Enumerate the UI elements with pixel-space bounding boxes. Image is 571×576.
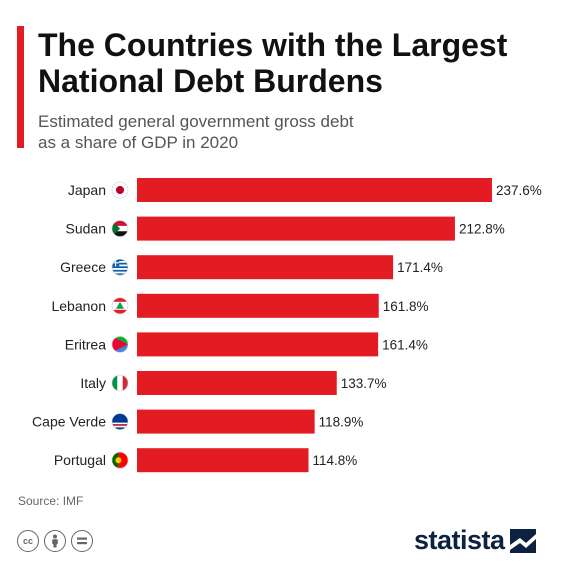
value-label: 171.4% bbox=[397, 260, 443, 275]
person-icon bbox=[52, 534, 58, 548]
bar-row: Cape Verde 118.9% bbox=[32, 409, 364, 434]
category-label: Eritrea bbox=[65, 336, 106, 352]
bar-row: Japan 237.6% bbox=[68, 178, 542, 202]
chart-title: The Countries with the Largest National … bbox=[38, 27, 507, 99]
chart-subtitle-line-2: as a share of GDP in 2020 bbox=[38, 133, 239, 152]
source-note: Source: IMF bbox=[18, 494, 84, 508]
bar bbox=[137, 255, 394, 280]
value-label: 114.8% bbox=[313, 453, 358, 468]
portugal-flag-icon bbox=[111, 451, 129, 469]
value-label: 118.9% bbox=[319, 415, 364, 430]
cape-verde-flag-icon bbox=[111, 413, 129, 430]
cc-icon: cc bbox=[17, 530, 39, 552]
statista-mark-icon bbox=[509, 528, 536, 553]
category-label: Italy bbox=[80, 375, 106, 391]
sudan-flag-icon bbox=[111, 220, 129, 237]
chart-subtitle: Estimated general government gross debt … bbox=[38, 111, 354, 153]
bar bbox=[137, 409, 315, 434]
bar-row: Italy 133.7% bbox=[80, 371, 387, 395]
bar bbox=[137, 293, 379, 318]
license-icons: cc bbox=[17, 530, 93, 552]
category-label: Japan bbox=[68, 182, 106, 198]
lebanon-flag-icon bbox=[111, 297, 129, 315]
bar bbox=[137, 178, 492, 202]
bar-row: Greece 171.4% bbox=[60, 255, 443, 280]
italy-flag-icon bbox=[111, 374, 129, 392]
chart-subtitle-line-1: Estimated general government gross debt bbox=[38, 112, 354, 131]
value-label: 161.8% bbox=[383, 299, 429, 314]
value-label: 133.7% bbox=[341, 376, 387, 391]
bar-row: Sudan 212.8% bbox=[66, 216, 505, 241]
equals-icon bbox=[77, 537, 87, 545]
accent-bar bbox=[17, 26, 24, 148]
bar-row: Portugal 114.8% bbox=[54, 448, 358, 473]
chart-title-line-2: National Debt Burdens bbox=[38, 63, 383, 99]
bar-row: Lebanon 161.8% bbox=[51, 293, 429, 318]
japan-flag-icon bbox=[111, 181, 129, 199]
value-label: 212.8% bbox=[459, 222, 505, 237]
bar bbox=[137, 332, 379, 357]
bar bbox=[137, 448, 309, 473]
value-label: 161.4% bbox=[382, 337, 428, 352]
category-label: Cape Verde bbox=[32, 414, 106, 430]
bar-chart: Japan 237.6% Sudan 212.8% Greece 171.4% Lebano… bbox=[32, 178, 542, 473]
category-label: Lebanon bbox=[51, 298, 106, 314]
greece-flag-icon bbox=[111, 258, 129, 276]
value-label: 237.6% bbox=[496, 183, 542, 198]
bar bbox=[137, 371, 337, 395]
nd-icon bbox=[71, 530, 93, 552]
statista-logo[interactable]: statista bbox=[414, 525, 536, 556]
by-icon bbox=[44, 530, 66, 552]
bar bbox=[137, 216, 455, 241]
chart-title-line-1: The Countries with the Largest bbox=[38, 27, 508, 63]
category-label: Portugal bbox=[54, 452, 106, 468]
brand-name: statista bbox=[414, 525, 505, 555]
bar-row: Eritrea 161.4% bbox=[65, 332, 428, 357]
category-label: Sudan bbox=[66, 221, 106, 237]
eritrea-flag-icon bbox=[111, 336, 129, 353]
category-label: Greece bbox=[60, 259, 106, 275]
